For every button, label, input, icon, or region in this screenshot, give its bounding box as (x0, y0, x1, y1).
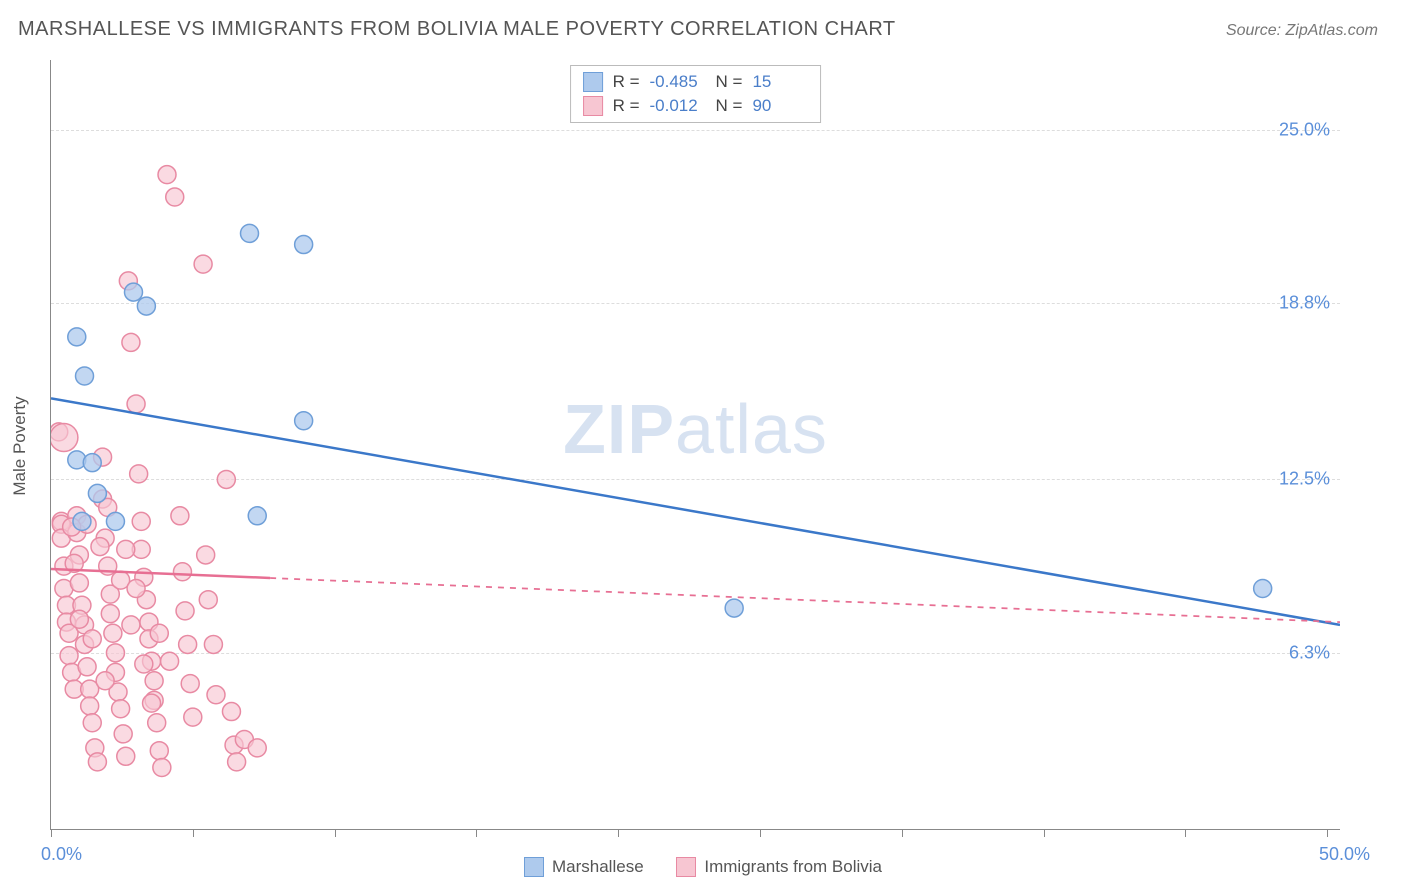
scatter-point (70, 610, 88, 628)
scatter-point (228, 753, 246, 771)
scatter-point (153, 758, 171, 776)
scatter-point (91, 538, 109, 556)
y-axis-title: Male Poverty (10, 396, 30, 495)
scatter-point (127, 580, 145, 598)
legend-item-0: Marshallese (524, 857, 644, 877)
swatch-series-0 (583, 72, 603, 92)
scatter-point (143, 694, 161, 712)
trend-line-extrapolated (270, 578, 1340, 622)
stats-row-series-0: R = -0.485 N = 15 (583, 70, 809, 94)
scatter-point (176, 602, 194, 620)
source-attribution: Source: ZipAtlas.com (1226, 22, 1378, 40)
scatter-point (106, 644, 124, 662)
stats-row-series-1: R = -0.012 N = 90 (583, 94, 809, 118)
scatter-point (60, 647, 78, 665)
scatter-point (70, 574, 88, 592)
n-value-1: 90 (752, 96, 808, 116)
x-tick (476, 829, 477, 837)
x-tick (760, 829, 761, 837)
scatter-point (68, 328, 86, 346)
x-tick (618, 829, 619, 837)
scatter-point (106, 512, 124, 530)
scatter-point (101, 605, 119, 623)
scatter-point (88, 753, 106, 771)
legend-label-1: Immigrants from Bolivia (704, 857, 882, 877)
scatter-point (124, 283, 142, 301)
scatter-point (83, 454, 101, 472)
plot-area: ZIPatlas R = -0.485 N = 15 R = -0.012 N … (50, 60, 1340, 830)
scatter-point (73, 512, 91, 530)
scatter-point (112, 700, 130, 718)
scatter-point (117, 540, 135, 558)
scatter-point (295, 412, 313, 430)
scatter-point (83, 714, 101, 732)
n-value-0: 15 (752, 72, 808, 92)
scatter-point (122, 333, 140, 351)
scatter-point (181, 675, 199, 693)
scatter-point (197, 546, 215, 564)
scatter-point (114, 725, 132, 743)
scatter-point (83, 630, 101, 648)
scatter-point (127, 395, 145, 413)
scatter-point (158, 166, 176, 184)
x-tick (51, 829, 52, 837)
scatter-point (150, 624, 168, 642)
scatter-point (194, 255, 212, 273)
scatter-point (78, 658, 96, 676)
scatter-point (51, 424, 78, 452)
x-tick (1327, 829, 1328, 837)
scatter-point (166, 188, 184, 206)
scatter-point (725, 599, 743, 617)
chart-container: MARSHALLESE VS IMMIGRANTS FROM BOLIVIA M… (0, 0, 1406, 892)
scatter-point (135, 655, 153, 673)
r-value-1: -0.012 (650, 96, 706, 116)
scatter-point (148, 714, 166, 732)
scatter-point (150, 742, 168, 760)
scatter-point (241, 224, 259, 242)
scatter-point (207, 686, 225, 704)
scatter-point (217, 470, 235, 488)
scatter-point (184, 708, 202, 726)
scatter-point (88, 484, 106, 502)
bottom-legend: Marshallese Immigrants from Bolivia (0, 857, 1406, 882)
scatter-point (248, 739, 266, 757)
scatter-point (122, 616, 140, 634)
scatter-point (204, 635, 222, 653)
scatter-point (117, 747, 135, 765)
scatter-point (248, 507, 266, 525)
swatch-series-1 (583, 96, 603, 116)
x-tick (193, 829, 194, 837)
legend-swatch-0 (524, 857, 544, 877)
scatter-point (145, 672, 163, 690)
scatter-point (81, 697, 99, 715)
scatter-point (132, 512, 150, 530)
scatter-point (96, 672, 114, 690)
trend-line (51, 398, 1340, 625)
scatter-point (199, 591, 217, 609)
scatter-point (179, 635, 197, 653)
scatter-point (295, 236, 313, 254)
legend-label-0: Marshallese (552, 857, 644, 877)
plot-svg (51, 60, 1340, 829)
scatter-point (173, 563, 191, 581)
scatter-point (161, 652, 179, 670)
scatter-point (222, 703, 240, 721)
scatter-point (1254, 580, 1272, 598)
scatter-point (171, 507, 189, 525)
scatter-point (104, 624, 122, 642)
r-value-0: -0.485 (650, 72, 706, 92)
legend-item-1: Immigrants from Bolivia (676, 857, 882, 877)
scatter-point (130, 465, 148, 483)
chart-title: MARSHALLESE VS IMMIGRANTS FROM BOLIVIA M… (18, 18, 896, 41)
scatter-point (76, 367, 94, 385)
x-tick (335, 829, 336, 837)
x-tick (1185, 829, 1186, 837)
x-tick (1044, 829, 1045, 837)
x-tick (902, 829, 903, 837)
stats-legend: R = -0.485 N = 15 R = -0.012 N = 90 (570, 65, 822, 123)
scatter-point (137, 297, 155, 315)
legend-swatch-1 (676, 857, 696, 877)
